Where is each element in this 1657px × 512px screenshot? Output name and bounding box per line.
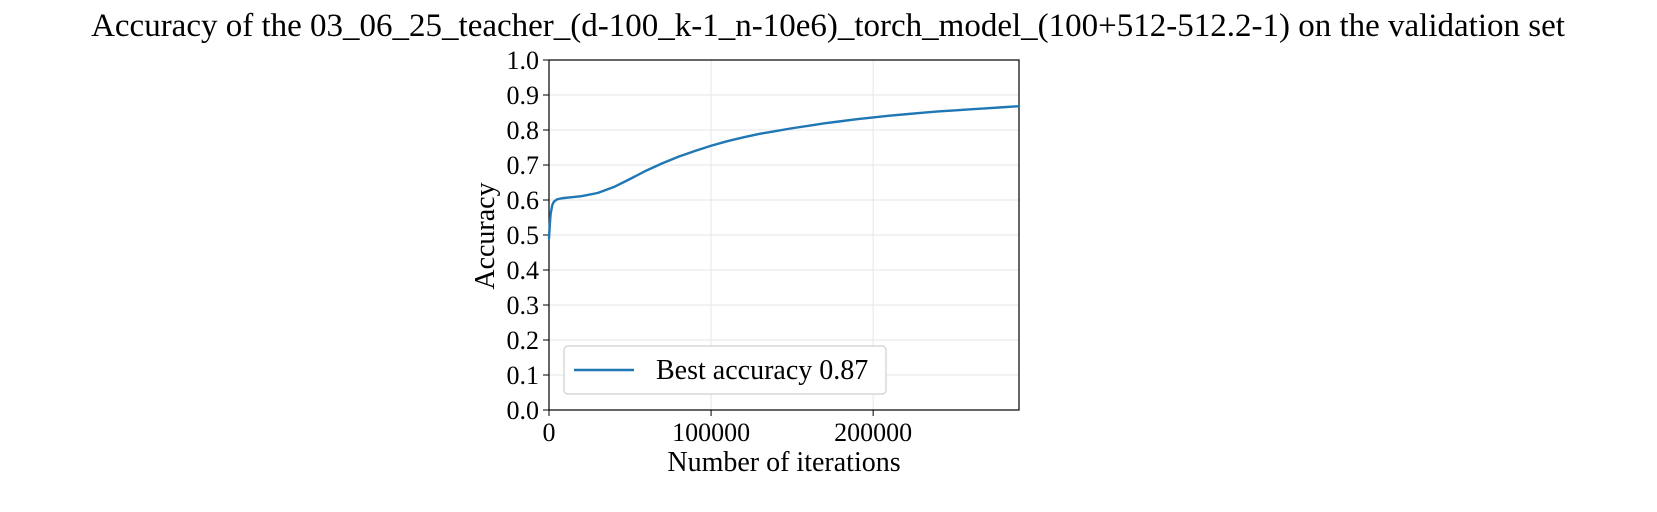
legend-label: Best accuracy 0.87 — [656, 355, 868, 386]
y-tick-label-9: 0.9 — [507, 81, 540, 110]
x-tick-label-0: 0 — [543, 418, 556, 447]
y-tick-label-6: 0.6 — [507, 186, 540, 215]
y-tick-label-10: 1.0 — [507, 46, 540, 75]
y-axis-label: Accuracy — [470, 182, 501, 289]
y-tick-label-4: 0.4 — [507, 256, 540, 285]
legend: Best accuracy 0.87 — [563, 345, 887, 395]
x-axis-label: Number of iterations — [667, 447, 900, 478]
chart-title: Accuracy of the 03_06_25_teacher_(d-100_… — [91, 8, 1565, 44]
series-line-0 — [547, 104, 1021, 240]
y-tick-label-5: 0.5 — [507, 221, 540, 250]
x-tick-label-2: 200000 — [834, 418, 912, 447]
x-tick-label-1: 100000 — [672, 418, 750, 447]
y-tick-label-2: 0.2 — [507, 326, 540, 355]
axis-ticks: 0 100000 200000 0.0 0.1 0.2 0.3 0.4 0.5 0.6 0.7 0.8… — [507, 46, 913, 447]
y-tick-label-1: 0.1 — [507, 361, 540, 390]
y-tick-label-0: 0.0 — [507, 396, 540, 425]
y-tick-label-3: 0.3 — [507, 291, 540, 320]
series-layer — [547, 104, 1021, 240]
y-tick-label-7: 0.7 — [507, 151, 540, 180]
y-tick-label-8: 0.8 — [507, 116, 540, 145]
legend-box — [563, 345, 887, 395]
